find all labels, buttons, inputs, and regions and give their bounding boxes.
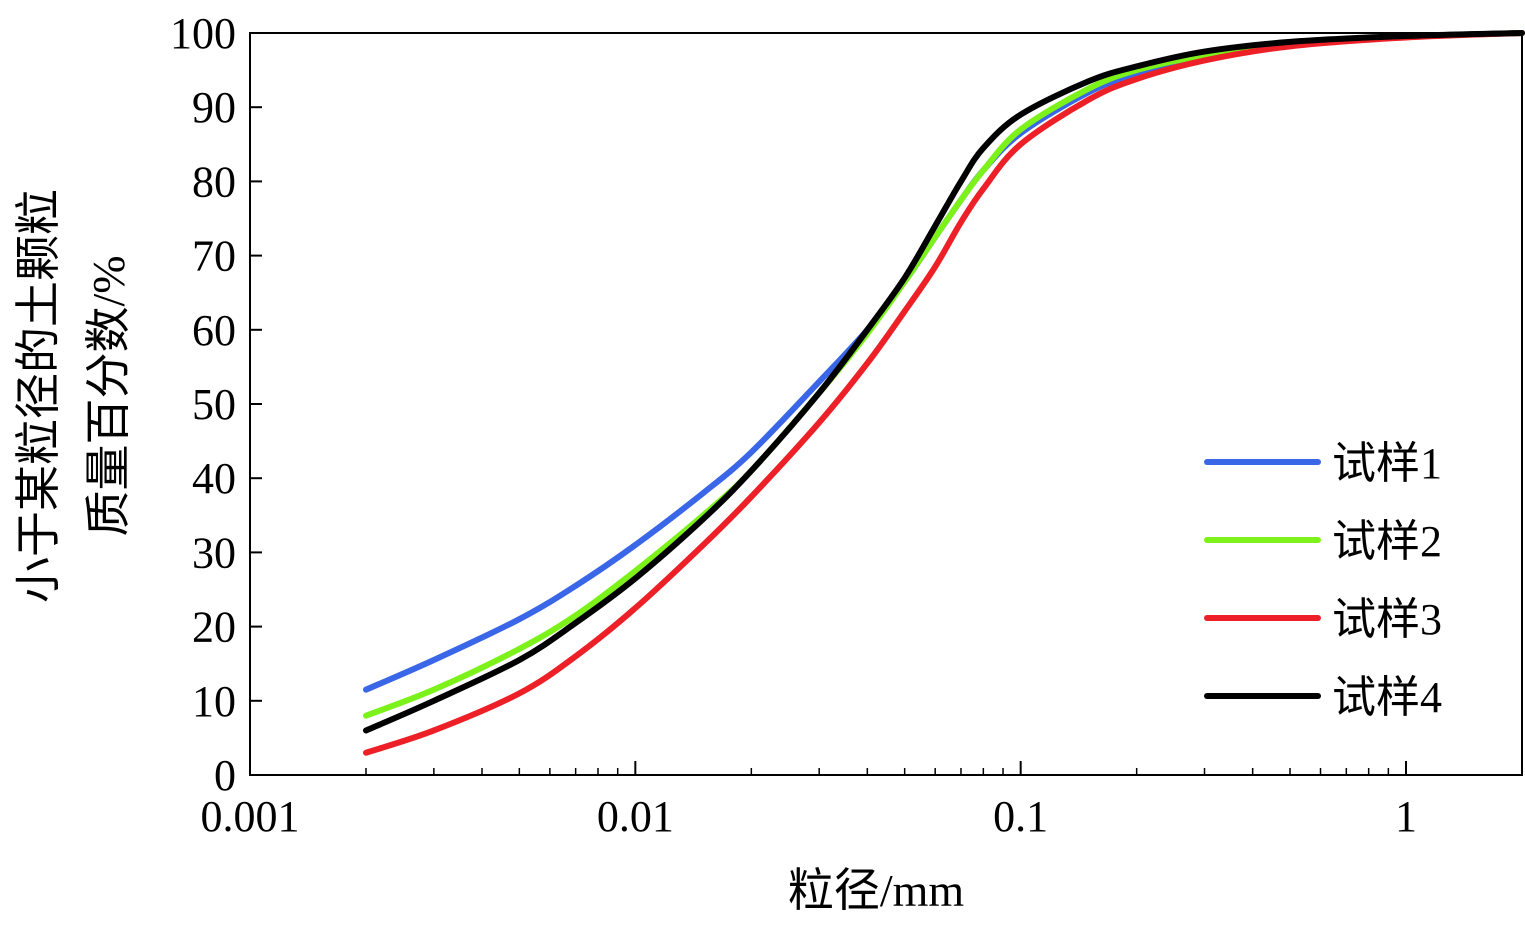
y-tick-label: 10 [192,677,236,726]
series-line-1 [363,30,1525,693]
x-tick-label: 0.01 [597,792,674,841]
y-tick-label: 100 [170,9,236,58]
x-tick-label: 0.001 [201,792,300,841]
legend-label-2: 试样2 [1332,517,1442,566]
y-tick-label: 80 [192,157,236,206]
plot-frame [249,32,1523,776]
legend-label-4: 试样4 [1332,673,1442,722]
series-line-2 [363,30,1525,719]
series-line-4 [363,30,1525,734]
y-axis-title: 小于某粒径的土颗粒 质量百分数/% [13,189,134,603]
y-tick-label: 50 [192,380,236,429]
y-axis-title-line-2: 质量百分数/% [83,255,134,536]
x-axis-title: 粒径/mm [788,865,965,916]
y-tick-label: 20 [192,603,236,652]
y-axis-title-line-1: 小于某粒径的土颗粒 [13,189,64,603]
y-tick-label: 60 [192,306,236,355]
x-tick-label: 0.1 [993,792,1048,841]
legend: 试样1 试样2 试样3 试样4 [1204,439,1442,722]
legend-label-1: 试样1 [1332,439,1442,488]
y-tick-label: 0 [214,751,236,800]
y-tick-label: 40 [192,454,236,503]
axis-ticks: 0 10 20 30 40 50 60 70 80 90 100 0.001 0.01 0.1 1 [170,9,1523,841]
series-lines [363,30,1525,756]
series-line-3 [363,30,1525,756]
y-tick-label: 30 [192,528,236,577]
y-tick-label: 70 [192,232,236,281]
y-tick-label: 90 [192,83,236,132]
x-tick-label: 1 [1395,792,1417,841]
plot-area [249,32,1523,776]
legend-label-3: 试样3 [1332,595,1442,644]
